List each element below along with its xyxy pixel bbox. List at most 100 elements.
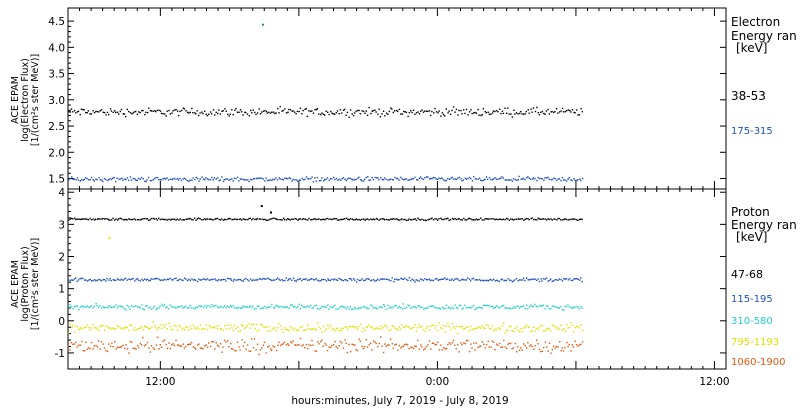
data-point: [342, 279, 344, 282]
data-point: [501, 110, 504, 112]
data-point: [82, 328, 84, 330]
data-point: [422, 111, 425, 113]
data-point: [530, 108, 532, 110]
data-point: [395, 109, 398, 112]
data-point: [305, 306, 308, 308]
data-point: [204, 328, 206, 330]
data-point: [81, 305, 83, 307]
data-point: [136, 179, 138, 181]
data-point: [467, 326, 469, 328]
data-point: [560, 110, 562, 112]
data-point: [431, 279, 433, 281]
data-point: [422, 308, 425, 310]
data-point: [550, 218, 552, 220]
data-point: [249, 350, 252, 352]
data-point: [350, 278, 352, 280]
data-point: [481, 179, 483, 182]
data-point: [188, 329, 190, 331]
data-point: [328, 346, 330, 348]
data-point: [567, 178, 569, 180]
data-point: [390, 280, 392, 282]
data-point: [375, 177, 378, 179]
data-point: [331, 329, 333, 331]
data-point: [566, 324, 568, 326]
data-point: [162, 113, 164, 115]
data-point: [72, 218, 74, 220]
top-legend-title-1: Electron: [731, 15, 780, 29]
data-point: [420, 110, 422, 112]
data-point: [142, 308, 144, 310]
data-point: [248, 217, 250, 220]
data-point: [407, 326, 409, 328]
data-point: [96, 346, 99, 348]
data-point: [507, 278, 509, 280]
top-legend: Electron Energy ran [keV] 38-53 175-315: [731, 15, 797, 137]
data-point: [365, 176, 367, 179]
data-point: [289, 304, 292, 306]
data-point: [294, 217, 296, 220]
data-point: [76, 326, 79, 328]
data-point: [460, 178, 462, 180]
data-point: [328, 279, 330, 281]
data-point: [97, 218, 100, 220]
bottom-legend-title-1: Proton: [731, 205, 770, 219]
data-point: [200, 279, 203, 281]
data-point: [265, 307, 267, 309]
data-point: [228, 306, 230, 308]
data-point: [452, 106, 455, 108]
data-point: [147, 219, 150, 221]
data-point: [116, 324, 119, 327]
data-point: [344, 339, 346, 341]
data-point: [282, 280, 284, 282]
data-point: [458, 279, 460, 282]
data-point: [92, 307, 94, 309]
data-point: [383, 304, 385, 306]
data-point: [144, 113, 146, 116]
data-point: [448, 110, 450, 112]
data-point: [451, 323, 453, 325]
data-point: [228, 328, 230, 330]
data-point: [166, 328, 168, 330]
data-point: [312, 328, 315, 331]
data-point: [403, 218, 405, 221]
data-point: [232, 180, 234, 182]
data-point: [538, 177, 541, 180]
data-point: [479, 327, 482, 329]
data-point: [570, 218, 572, 221]
data-point: [179, 306, 181, 308]
data-point: [262, 326, 264, 328]
data-point: [336, 347, 339, 349]
data-point: [339, 278, 342, 280]
data-point: [531, 217, 533, 219]
data-point: [243, 278, 246, 281]
data-point: [521, 305, 523, 308]
data-point: [460, 109, 462, 112]
data-point: [238, 218, 240, 220]
data-point: [202, 112, 204, 115]
data-point: [73, 278, 76, 280]
data-point: [493, 330, 495, 332]
data-point: [448, 178, 451, 180]
data-point: [271, 349, 273, 351]
data-point: [198, 180, 200, 182]
data-point: [444, 331, 446, 333]
data-point: [535, 327, 537, 329]
data-point: [401, 218, 403, 220]
data-point: [139, 280, 141, 282]
data-point: [285, 112, 288, 114]
data-point: [437, 178, 439, 180]
data-point: [259, 218, 261, 220]
data-point: [355, 308, 357, 310]
data-point: [502, 304, 505, 307]
data-point: [163, 339, 166, 341]
data-point: [78, 218, 80, 220]
data-point: [521, 330, 523, 333]
data-point: [374, 280, 376, 282]
data-point: [134, 347, 136, 349]
data-point: [129, 218, 131, 221]
data-point: [247, 218, 249, 221]
data-point: [281, 343, 283, 346]
data-point: [113, 279, 115, 281]
data-point: [214, 218, 216, 220]
data-point: [209, 178, 212, 181]
